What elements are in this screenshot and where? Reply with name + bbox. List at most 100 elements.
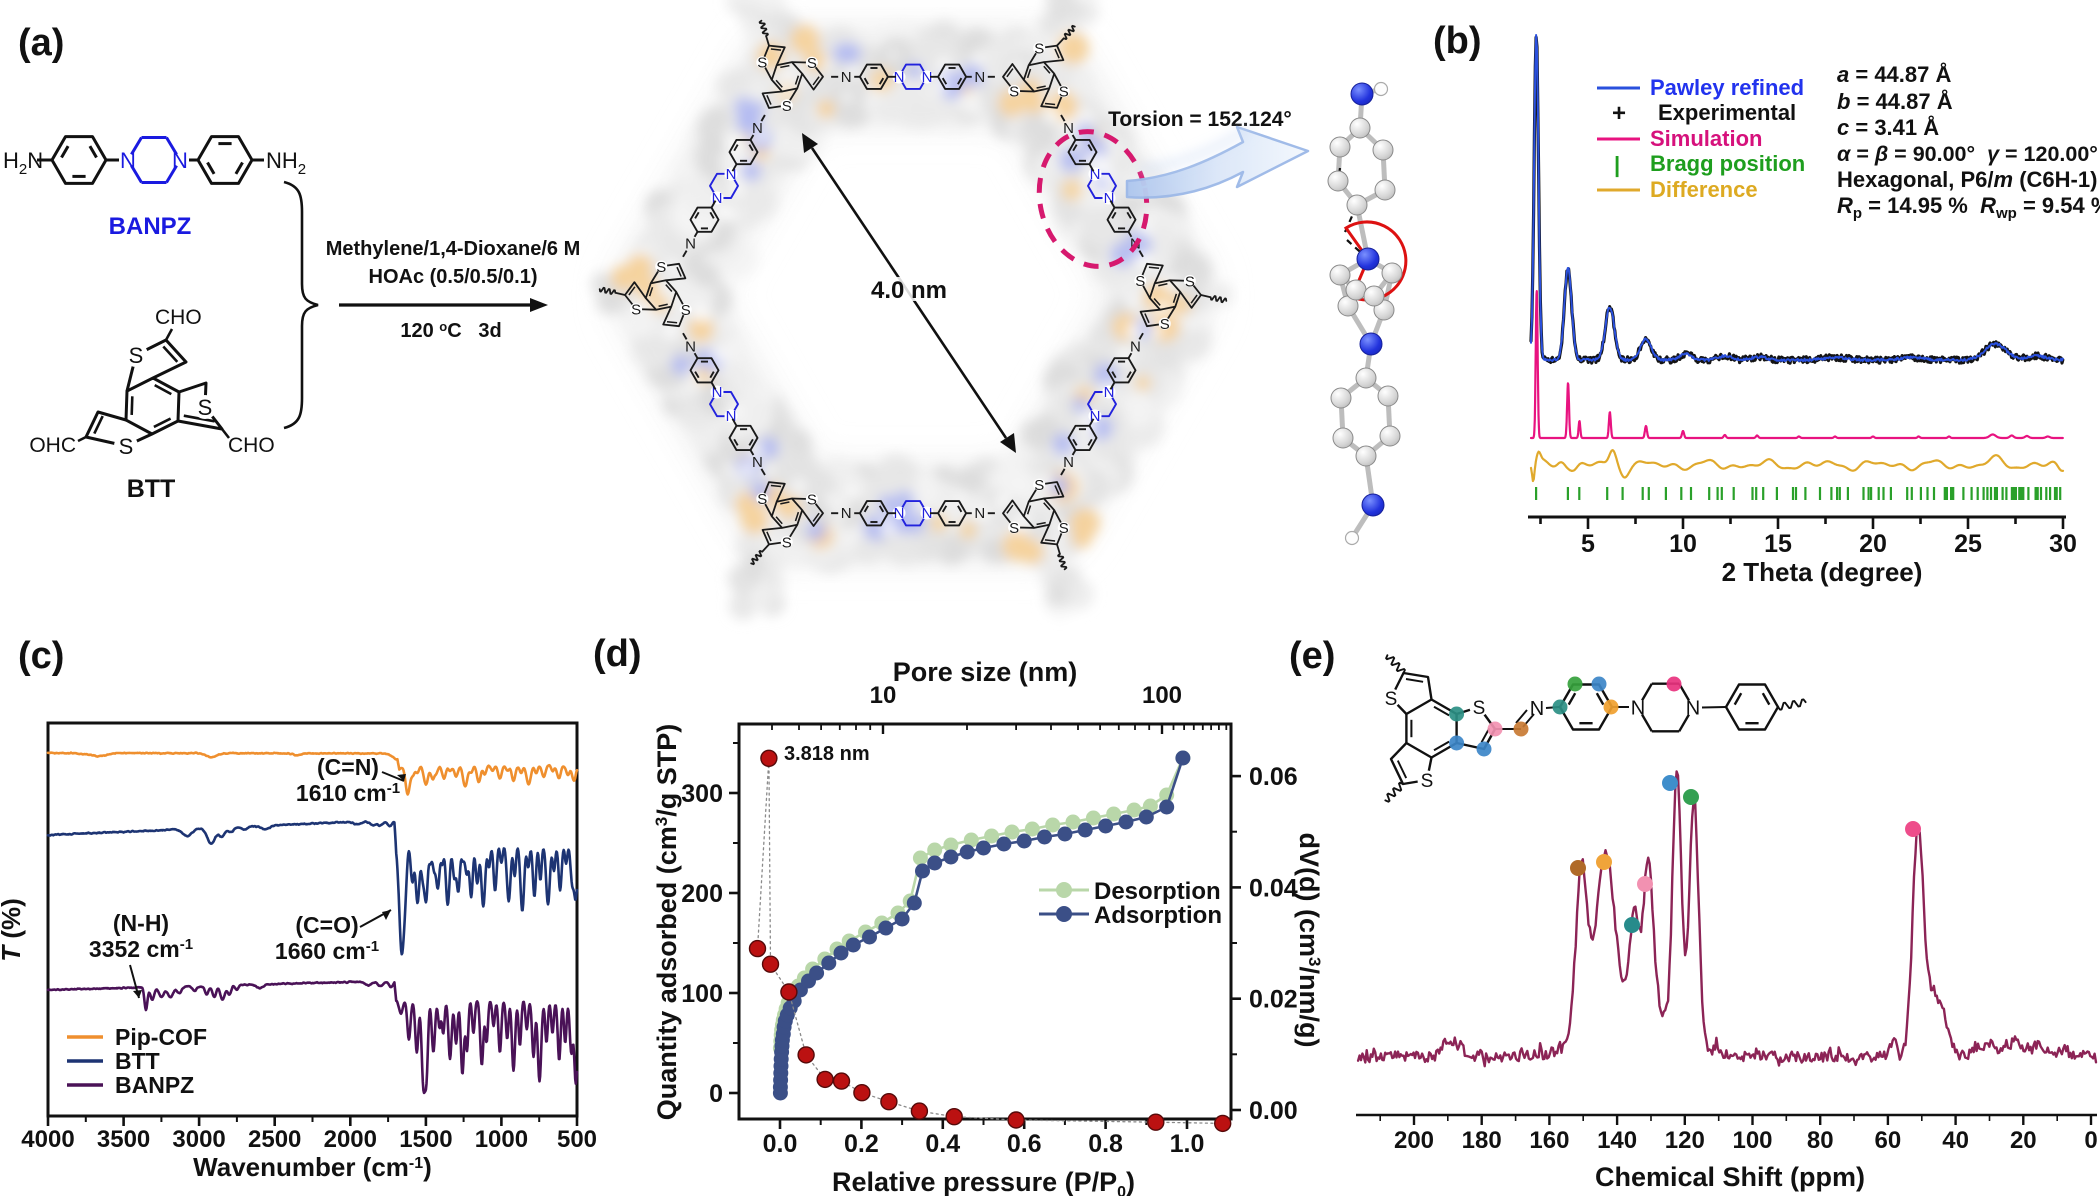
- svg-text:Pip-COF: Pip-COF: [115, 1024, 207, 1050]
- svg-text:1000: 1000: [475, 1126, 528, 1153]
- svg-text:N: N: [1104, 190, 1115, 207]
- svg-text:5: 5: [1581, 530, 1595, 558]
- svg-text:0.04: 0.04: [1249, 874, 1298, 902]
- svg-text:OHC: OHC: [29, 434, 76, 457]
- svg-text:Difference: Difference: [1650, 177, 1758, 202]
- svg-text:1500: 1500: [399, 1126, 452, 1153]
- svg-text:(C=N): (C=N): [317, 754, 379, 780]
- svg-text:S: S: [1059, 520, 1069, 537]
- svg-text:Desorption: Desorption: [1094, 878, 1221, 905]
- svg-text:(c): (c): [18, 635, 64, 677]
- svg-text:S: S: [681, 302, 691, 319]
- svg-text:15: 15: [1764, 530, 1792, 558]
- svg-text:BANPZ: BANPZ: [109, 213, 192, 240]
- svg-text:Torsion = 152.124°: Torsion = 152.124°: [1108, 108, 1292, 131]
- svg-text:Bragg position: Bragg position: [1650, 151, 1805, 176]
- svg-text:4.0 nm: 4.0 nm: [871, 277, 947, 304]
- svg-text:2500: 2500: [248, 1126, 301, 1153]
- svg-text:(N-H): (N-H): [113, 910, 169, 936]
- svg-text:N: N: [1063, 120, 1074, 137]
- svg-text:0.02: 0.02: [1249, 986, 1298, 1014]
- svg-text:160: 160: [1529, 1127, 1569, 1154]
- svg-text:N: N: [1104, 384, 1115, 401]
- svg-text:N: N: [1130, 338, 1141, 355]
- svg-text:BTT: BTT: [127, 475, 176, 503]
- svg-text:N: N: [1090, 408, 1101, 425]
- svg-text:0.0: 0.0: [763, 1130, 798, 1158]
- svg-text:Pawley refined: Pawley refined: [1650, 75, 1804, 100]
- svg-text:CHO: CHO: [228, 434, 275, 457]
- svg-text:3500: 3500: [97, 1126, 150, 1153]
- svg-text:120 oC 3d: 120 oC 3d: [400, 319, 501, 342]
- svg-text:Relative pressure (P/P0): Relative pressure (P/P0): [832, 1167, 1135, 1196]
- svg-text:Wavenumber (cm-1): Wavenumber (cm-1): [193, 1152, 432, 1182]
- svg-text:S: S: [631, 302, 641, 319]
- svg-text:N: N: [1090, 166, 1101, 183]
- svg-text:N: N: [1530, 698, 1544, 720]
- svg-text:Quantity adsorbed (cm3/g STP): Quantity adsorbed (cm3/g STP): [652, 724, 682, 1121]
- svg-text:N: N: [841, 69, 852, 86]
- svg-text:60: 60: [1875, 1127, 1902, 1154]
- svg-text:2000: 2000: [324, 1126, 377, 1153]
- svg-text:0.2: 0.2: [844, 1130, 879, 1158]
- svg-text:N: N: [974, 69, 985, 86]
- svg-text:Rp = 14.95 % Rwp = 9.54 %: Rp = 14.95 % Rwp = 9.54 %: [1837, 193, 2100, 222]
- svg-text:Chemical Shift (ppm): Chemical Shift (ppm): [1595, 1162, 1865, 1192]
- svg-text:(e): (e): [1289, 635, 1335, 677]
- svg-text:BTT: BTT: [115, 1048, 160, 1074]
- svg-text:Methylene/1,4-Dioxane/6 M: Methylene/1,4-Dioxane/6 M: [326, 238, 581, 260]
- svg-text:N: N: [726, 408, 737, 425]
- svg-text:N: N: [894, 69, 905, 86]
- svg-text:S: S: [1034, 41, 1044, 58]
- svg-text:20: 20: [2010, 1127, 2037, 1154]
- svg-text:0.00: 0.00: [1249, 1097, 1298, 1125]
- svg-text:N: N: [726, 166, 737, 183]
- svg-text:CHO: CHO: [155, 306, 202, 329]
- svg-text:25: 25: [1954, 530, 1982, 558]
- svg-text:40: 40: [1942, 1127, 1969, 1154]
- svg-text:S: S: [807, 492, 817, 509]
- svg-text:N: N: [752, 454, 763, 471]
- svg-text:N: N: [922, 505, 933, 522]
- svg-text:S: S: [129, 343, 144, 368]
- svg-text:Pore size (nm): Pore size (nm): [893, 657, 1078, 687]
- svg-text:80: 80: [1807, 1127, 1834, 1154]
- svg-text:2 Theta (degree): 2 Theta (degree): [1722, 557, 1923, 587]
- svg-text:(a): (a): [18, 22, 64, 64]
- svg-text:S: S: [1034, 477, 1044, 494]
- svg-text:N: N: [922, 69, 933, 86]
- svg-text:N: N: [1063, 454, 1074, 471]
- svg-text:c = 3.41 Å: c = 3.41 Å: [1837, 114, 1939, 140]
- svg-text:S: S: [1421, 771, 1434, 792]
- svg-text:HOAc (0.5/0.5/0.1): HOAc (0.5/0.5/0.1): [369, 266, 538, 288]
- svg-text:S: S: [757, 491, 767, 508]
- svg-text:1.0: 1.0: [1170, 1130, 1205, 1158]
- svg-text:0.06: 0.06: [1249, 763, 1298, 791]
- svg-text:S: S: [757, 55, 767, 72]
- svg-text:0: 0: [709, 1080, 723, 1108]
- svg-text:3352 cm-1: 3352 cm-1: [89, 936, 193, 962]
- svg-text:120: 120: [1665, 1127, 1705, 1154]
- svg-text:N: N: [1686, 698, 1700, 720]
- svg-text:T (%): T (%): [0, 898, 26, 962]
- svg-text:4000: 4000: [21, 1126, 74, 1153]
- svg-text:30: 30: [2049, 530, 2077, 558]
- svg-text:b = 44.87 Å: b = 44.87 Å: [1837, 88, 1953, 114]
- svg-text:0.4: 0.4: [925, 1130, 960, 1158]
- svg-text:N: N: [685, 236, 696, 253]
- svg-text:1660 cm-1: 1660 cm-1: [275, 938, 379, 964]
- svg-text:Adsorption: Adsorption: [1094, 902, 1222, 929]
- svg-text:S: S: [1185, 273, 1195, 290]
- svg-text:Simulation: Simulation: [1650, 126, 1762, 151]
- svg-text:200: 200: [681, 880, 723, 908]
- svg-text:0.8: 0.8: [1088, 1130, 1123, 1158]
- svg-text:S: S: [782, 534, 792, 551]
- svg-text:3000: 3000: [172, 1126, 225, 1153]
- svg-text:20: 20: [1859, 530, 1887, 558]
- svg-text:Experimental: Experimental: [1658, 100, 1796, 125]
- svg-text:S: S: [1473, 698, 1486, 719]
- svg-text:N: N: [172, 148, 188, 173]
- svg-text:180: 180: [1462, 1127, 1502, 1154]
- svg-text:S: S: [807, 55, 817, 72]
- svg-text:1610 cm-1: 1610 cm-1: [296, 780, 400, 806]
